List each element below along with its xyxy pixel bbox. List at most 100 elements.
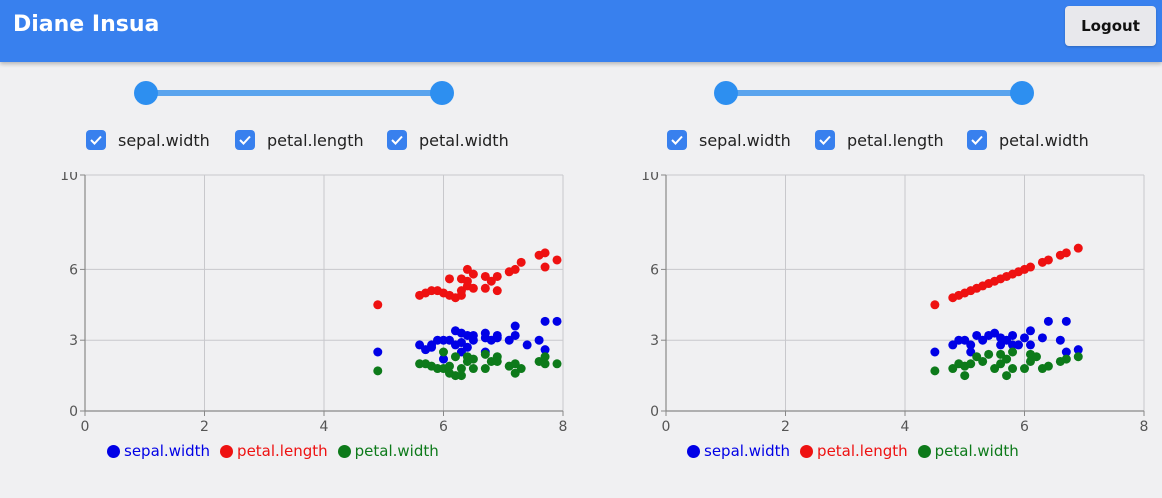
data-point-petal-width [456,364,466,374]
data-point-sepal-width [373,347,383,357]
x-tick-label: 6 [1020,419,1029,435]
legend-dot-icon [800,444,814,458]
checkbox-checked-icon[interactable] [667,130,687,150]
checkbox-petal-length[interactable]: petal.length [815,130,944,150]
checkbox-checked-icon[interactable] [967,130,987,150]
data-point-sepal-width [427,342,437,352]
range-slider-min-thumb[interactable] [714,81,738,105]
data-point-petal-width [1031,352,1041,362]
data-point-petal-length [480,283,490,293]
legend-item-petal-length: petal.length [800,442,908,460]
legend-item-sepal-width: sepal.width [687,442,790,460]
legend-dot-icon [107,444,120,458]
data-point-petal-width [966,359,976,369]
data-point-sepal-width [1055,335,1065,345]
checkbox-sepal-width[interactable]: sepal.width [86,130,210,150]
checkbox-checked-icon[interactable] [387,130,407,150]
x-tick-label: 2 [781,419,790,435]
data-point-petal-length [468,269,478,279]
data-point-sepal-width [540,345,550,355]
y-tick-label: 3 [69,333,78,349]
logout-button[interactable]: Logout [1065,6,1156,46]
data-point-petal-width [373,366,383,376]
data-point-petal-width [1002,354,1012,364]
data-point-petal-width [540,359,550,369]
data-point-petal-length [373,300,383,310]
legend-dot-icon [917,444,931,458]
data-point-petal-length [444,274,454,284]
x-tick-label: 2 [200,419,209,435]
checkbox-checked-icon[interactable] [86,130,106,150]
chart-legend: sepal.width petal.length petal.width [687,442,1029,460]
data-point-sepal-width [552,316,562,326]
legend-dot-icon [220,444,234,458]
data-point-petal-width [1043,361,1053,371]
data-point-petal-length [1025,262,1035,272]
data-point-petal-width [516,364,526,374]
data-point-sepal-width [1014,340,1024,350]
data-point-sepal-width [510,321,520,331]
checkbox-label: sepal.width [118,130,210,150]
checkbox-checked-icon[interactable] [235,130,255,150]
data-point-sepal-width [1073,345,1083,355]
y-tick-label: 6 [650,262,659,278]
data-point-petal-length [552,255,562,265]
data-point-sepal-width [1043,316,1053,326]
checkbox-label: sepal.width [699,130,791,150]
data-point-sepal-width [930,347,940,357]
x-tick-label: 8 [1140,419,1149,435]
data-point-petal-length [510,264,520,274]
data-point-petal-length [1073,243,1083,253]
chart-panel-right: sepal.width petal.length petal.width 0 2 4… [581,62,1162,498]
data-point-petal-width [1073,352,1083,362]
data-point-petal-length [492,271,502,281]
data-point-sepal-width [510,330,520,340]
checkbox-checked-icon[interactable] [815,130,835,150]
legend-dot-icon [337,444,351,458]
data-point-sepal-width [966,340,976,350]
data-point-petal-length [1061,248,1071,258]
chart-legend: sepal.width petal.length petal.width [107,442,449,460]
y-tick-label: 0 [650,404,659,420]
app-header: Diane Insua Logout [0,0,1162,62]
data-point-sepal-width [468,330,478,340]
data-point-petal-width [480,349,490,359]
legend-label: sepal.width [704,442,791,460]
checkbox-label: petal.width [419,130,509,150]
data-point-petal-width [1002,371,1012,381]
data-point-sepal-width [522,340,532,350]
y-tick-label: 0 [69,404,78,420]
range-slider[interactable] [714,81,1034,105]
x-tick-label: 8 [559,419,568,435]
checkbox-sepal-width[interactable]: sepal.width [667,130,791,150]
data-point-sepal-width [540,316,550,326]
x-tick-label: 4 [320,419,329,435]
range-slider[interactable] [134,81,454,105]
data-point-sepal-width [492,333,502,343]
y-tick-label: 6 [69,262,78,278]
range-slider-max-thumb[interactable] [430,81,454,105]
legend-label: petal.length [237,442,328,460]
checkbox-label: petal.width [999,130,1089,150]
range-slider-max-thumb[interactable] [1010,81,1034,105]
x-tick-label: 6 [439,419,448,435]
data-point-sepal-width [462,342,472,352]
data-point-petal-width [1061,354,1071,364]
checkbox-petal-width[interactable]: petal.width [967,130,1089,150]
legend-item-petal-length: petal.length [220,442,328,460]
data-point-petal-width [444,361,454,371]
legend-dot-icon [687,444,700,458]
data-point-petal-width [1008,347,1018,357]
checkbox-label: petal.length [267,130,364,150]
data-point-petal-width [480,364,490,374]
data-point-petal-length [1043,255,1053,265]
data-point-petal-width [1008,364,1018,374]
range-slider-min-thumb[interactable] [134,81,158,105]
data-point-petal-width [984,349,994,359]
data-point-petal-width [468,364,478,374]
checkbox-petal-width[interactable]: petal.width [387,130,509,150]
legend-label: petal.width [354,442,439,460]
checkbox-petal-length[interactable]: petal.length [235,130,364,150]
chart-panel-left: sepal.width petal.length petal.width 0 2 4… [0,62,581,498]
scatter-chart: 0 2 4 6 8 0 3 6 10 [60,172,568,435]
